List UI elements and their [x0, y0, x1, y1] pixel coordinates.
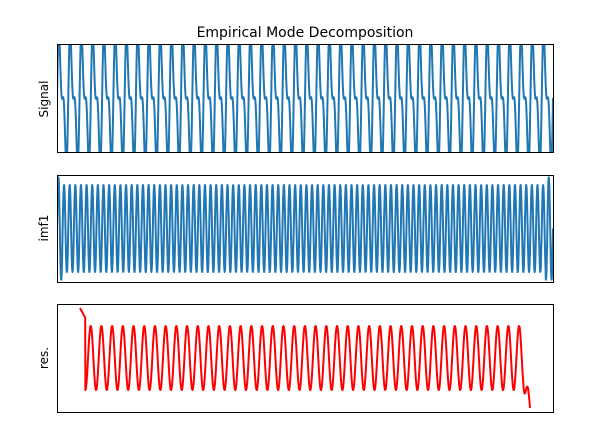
signal-axes-frame [57, 44, 554, 153]
ylabel-imf1: imf1 [37, 215, 51, 242]
panel-residual: res. [37, 304, 554, 413]
signal-series-line [57, 44, 553, 152]
chart-title: Empirical Mode Decomposition [197, 25, 414, 41]
panel-signal: Signal [37, 44, 554, 153]
imf1-axes-frame [57, 175, 554, 283]
residual-series-line [79, 307, 531, 409]
ylabel-signal: Signal [37, 81, 51, 118]
residual-axes-frame [57, 304, 554, 413]
ylabel-residual: res. [37, 347, 51, 369]
imf1-series-line [57, 176, 553, 281]
panel-imf1: imf1 [37, 175, 554, 283]
